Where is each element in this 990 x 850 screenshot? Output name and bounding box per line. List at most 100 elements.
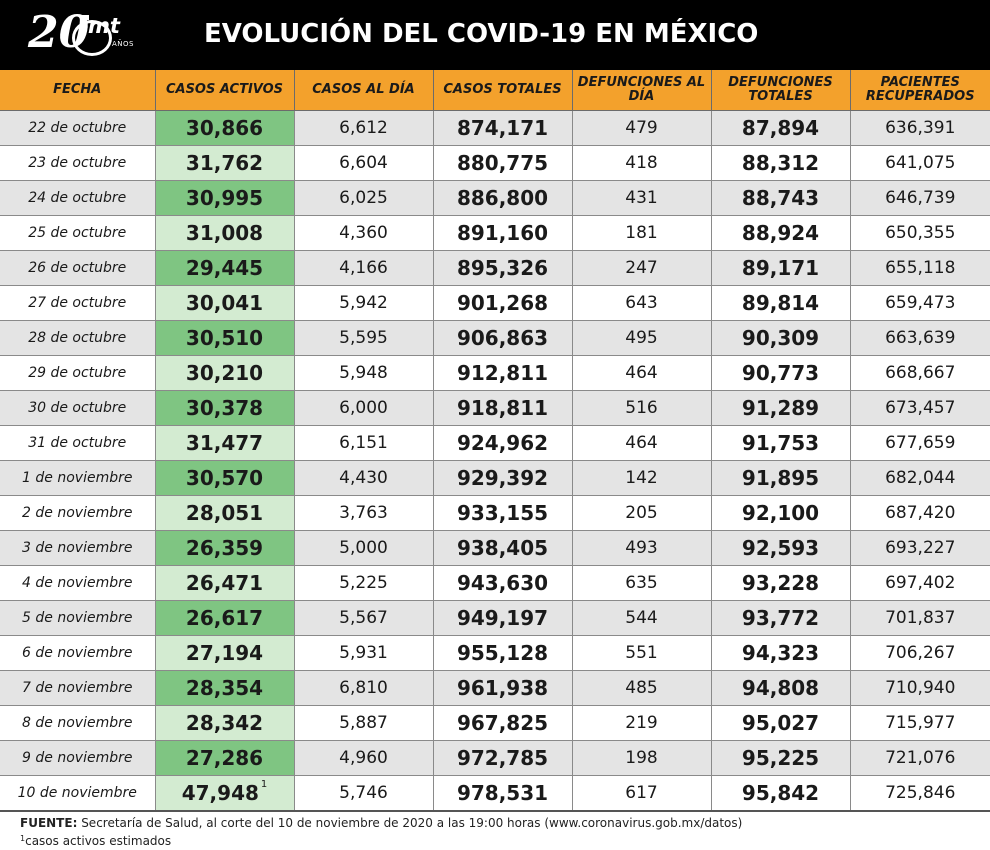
recuperados-cell: 687,420 bbox=[850, 495, 990, 531]
casos-activos-cell: 30,866 bbox=[155, 110, 295, 146]
recuperados-value: 636,391 bbox=[885, 118, 956, 138]
fecha-cell: 10 de noviembre bbox=[0, 775, 156, 811]
recuperados-value: 701,837 bbox=[885, 608, 956, 628]
casos-activos-value: 28,342 bbox=[185, 711, 264, 735]
casos-activos-value: 31,477 bbox=[185, 431, 264, 455]
casos-activos-value: 27,194 bbox=[185, 641, 264, 665]
defunciones-dia-cell: 219 bbox=[572, 705, 712, 741]
fecha-value: 23 de octubre bbox=[28, 155, 127, 171]
header-bar: 20 mt AÑOS EVOLUCIÓN DEL COVID-19 EN MÉX… bbox=[0, 0, 990, 70]
defunciones-dia-value: 205 bbox=[625, 503, 658, 523]
recuperados-value: 697,402 bbox=[885, 573, 956, 593]
casos-totales-cell: 906,863 bbox=[433, 320, 573, 356]
casos-dia-cell: 6,810 bbox=[294, 670, 434, 706]
casos-totales-value: 978,531 bbox=[456, 781, 549, 805]
table-row: 10 de noviembre 47,948 1 5,746 978,531 617 95,… bbox=[0, 775, 990, 811]
casos-activos-value: 31,762 bbox=[185, 151, 264, 175]
defunciones-totales-value: 91,895 bbox=[741, 466, 820, 490]
casos-totales-cell: 886,800 bbox=[433, 180, 573, 216]
casos-dia-cell: 4,360 bbox=[294, 215, 434, 251]
defunciones-totales-value: 88,924 bbox=[741, 221, 820, 245]
casos-dia-value: 5,887 bbox=[339, 713, 388, 733]
recuperados-value: 659,473 bbox=[885, 293, 956, 313]
defunciones-totales-value: 92,593 bbox=[741, 536, 820, 560]
defunciones-dia-cell: 544 bbox=[572, 600, 712, 636]
casos-activos-cell: 28,051 bbox=[155, 495, 295, 531]
defunciones-dia-cell: 643 bbox=[572, 285, 712, 321]
table-row: 6 de noviembre 27,194 5,931 955,128 551 94,32… bbox=[0, 635, 990, 671]
fecha-cell: 1 de noviembre bbox=[0, 460, 156, 496]
fecha-value: 24 de octubre bbox=[28, 190, 127, 206]
logo: 20 mt AÑOS bbox=[28, 6, 138, 64]
recuperados-value: 650,355 bbox=[885, 223, 956, 243]
recuperados-cell: 697,402 bbox=[850, 565, 990, 601]
table-row: 7 de noviembre 28,354 6,810 961,938 485 94,80… bbox=[0, 670, 990, 706]
casos-activos-cell: 31,008 bbox=[155, 215, 295, 251]
defunciones-totales-cell: 88,924 bbox=[711, 215, 851, 251]
fecha-value: 26 de octubre bbox=[28, 260, 127, 276]
fecha-cell: 7 de noviembre bbox=[0, 670, 156, 706]
table-row: 22 de octubre 30,866 6,612 874,171 479 87,894… bbox=[0, 110, 990, 146]
recuperados-value: 677,659 bbox=[885, 433, 956, 453]
recuperados-cell: 706,267 bbox=[850, 635, 990, 671]
col-casos-activos-header: CASOS ACTIVOS bbox=[155, 70, 295, 111]
defunciones-totales-cell: 93,772 bbox=[711, 600, 851, 636]
recuperados-cell: 715,977 bbox=[850, 705, 990, 741]
table-body: 22 de octubre 30,866 6,612 874,171 479 87,894… bbox=[0, 110, 990, 811]
casos-dia-value: 5,595 bbox=[339, 328, 388, 348]
casos-dia-cell: 6,151 bbox=[294, 425, 434, 461]
defunciones-dia-value: 516 bbox=[625, 398, 658, 418]
casos-totales-cell: 967,825 bbox=[433, 705, 573, 741]
defunciones-totales-value: 91,753 bbox=[741, 431, 820, 455]
casos-activos-cell: 31,477 bbox=[155, 425, 295, 461]
casos-activos-cell: 28,354 bbox=[155, 670, 295, 706]
casos-totales-cell: 938,405 bbox=[433, 530, 573, 566]
casos-activos-cell: 27,286 bbox=[155, 740, 295, 776]
casos-activos-cell: 47,948 1 bbox=[155, 775, 295, 811]
fecha-cell: 23 de octubre bbox=[0, 145, 156, 181]
recuperados-cell: 636,391 bbox=[850, 110, 990, 146]
recuperados-value: 721,076 bbox=[885, 748, 956, 768]
recuperados-value: 668,667 bbox=[885, 363, 956, 383]
col-defunciones-totales-header: DEFUNCIONES TOTALES bbox=[711, 70, 851, 111]
defunciones-totales-cell: 89,171 bbox=[711, 250, 851, 286]
casos-activos-cell: 31,762 bbox=[155, 145, 295, 181]
casos-dia-cell: 6,604 bbox=[294, 145, 434, 181]
defunciones-totales-value: 88,312 bbox=[741, 151, 820, 175]
defunciones-totales-cell: 91,289 bbox=[711, 390, 851, 426]
defunciones-dia-value: 479 bbox=[625, 118, 658, 138]
table-row: 8 de noviembre 28,342 5,887 967,825 219 95,02… bbox=[0, 705, 990, 741]
fecha-cell: 22 de octubre bbox=[0, 110, 156, 146]
casos-dia-cell: 5,931 bbox=[294, 635, 434, 671]
casos-activos-cell: 30,570 bbox=[155, 460, 295, 496]
casos-dia-cell: 6,025 bbox=[294, 180, 434, 216]
casos-totales-value: 938,405 bbox=[456, 536, 549, 560]
fecha-value: 30 de octubre bbox=[28, 400, 127, 416]
casos-activos-cell: 26,471 bbox=[155, 565, 295, 601]
defunciones-dia-value: 418 bbox=[625, 153, 658, 173]
table-row: 23 de octubre 31,762 6,604 880,775 418 88,312… bbox=[0, 145, 990, 181]
casos-dia-cell: 6,612 bbox=[294, 110, 434, 146]
fecha-cell: 26 de octubre bbox=[0, 250, 156, 286]
casos-activos-cell: 27,194 bbox=[155, 635, 295, 671]
recuperados-value: 655,118 bbox=[885, 258, 956, 278]
logo-brand: mt bbox=[88, 14, 120, 38]
defunciones-totales-cell: 92,593 bbox=[711, 530, 851, 566]
casos-dia-cell: 5,887 bbox=[294, 705, 434, 741]
casos-dia-value: 4,430 bbox=[339, 468, 388, 488]
stopwatch-icon bbox=[72, 15, 112, 56]
table-row: 5 de noviembre 26,617 5,567 949,197 544 93,77… bbox=[0, 600, 990, 636]
table-row: 24 de octubre 30,995 6,025 886,800 431 88,743… bbox=[0, 180, 990, 216]
defunciones-dia-value: 617 bbox=[625, 783, 658, 803]
recuperados-value: 706,267 bbox=[885, 643, 956, 663]
casos-activos-value: 30,378 bbox=[185, 396, 264, 420]
recuperados-value: 715,977 bbox=[885, 713, 956, 733]
col-casos-totales-header: CASOS TOTALES bbox=[433, 70, 573, 111]
fecha-value: 25 de octubre bbox=[28, 225, 127, 241]
defunciones-dia-value: 142 bbox=[625, 468, 658, 488]
defunciones-dia-value: 495 bbox=[625, 328, 658, 348]
defunciones-totales-value: 90,773 bbox=[741, 361, 820, 385]
recuperados-value: 687,420 bbox=[885, 503, 956, 523]
casos-dia-value: 4,166 bbox=[339, 258, 388, 278]
fecha-cell: 28 de octubre bbox=[0, 320, 156, 356]
